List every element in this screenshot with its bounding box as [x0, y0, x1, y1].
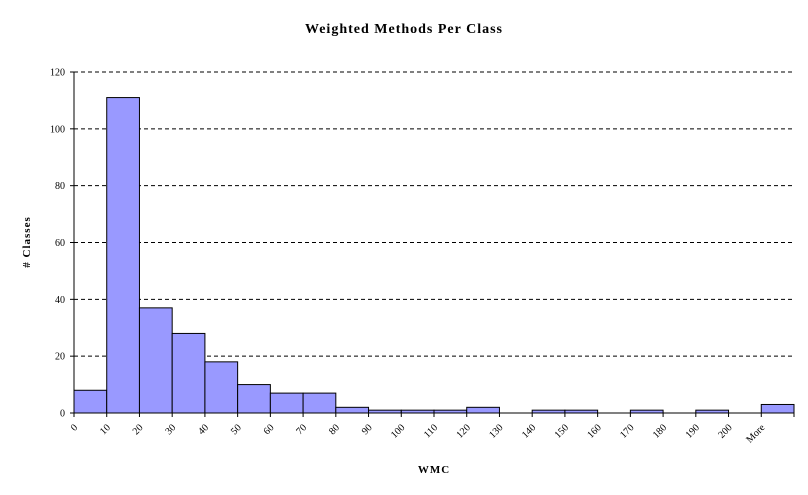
bar — [171, 332, 206, 414]
x-tick-label: 70 — [294, 422, 309, 437]
x-tick-label: 20 — [131, 422, 146, 437]
x-tick-label: 200 — [716, 422, 734, 440]
y-tick-labels: 0 20 40 60 80 100 120 — [50, 68, 65, 420]
x-tick-label: 120 — [454, 422, 472, 440]
x-tick-label: 130 — [487, 422, 505, 440]
x-tick-label: 160 — [585, 422, 603, 440]
x-tick-label: 100 — [389, 422, 407, 440]
x-axis-label: WMC — [418, 464, 450, 476]
x-tick-label: 80 — [327, 422, 342, 437]
x-tick-label: 150 — [553, 422, 571, 440]
x-tick-labels: 0 10 20 30 40 50 60 70 80 90 100 110 120 130 140 150 160… — [69, 413, 795, 445]
bar — [237, 384, 271, 414]
x-tick-label: 50 — [229, 422, 244, 437]
x-tick-label: 10 — [98, 422, 113, 437]
bar — [302, 392, 337, 414]
bar — [204, 361, 239, 414]
x-tick-label: 60 — [262, 422, 277, 437]
x-tick-label: 40 — [196, 422, 211, 437]
bar — [335, 406, 370, 414]
x-tick-label: 180 — [651, 422, 669, 440]
y-tick-label: 40 — [55, 295, 65, 306]
x-tick-label: 0 — [69, 422, 80, 433]
y-tick-label: 80 — [55, 181, 65, 192]
y-tick-label: 100 — [50, 124, 65, 135]
chart-title: Weighted Methods Per Class — [305, 22, 503, 37]
x-tick-label: 30 — [163, 422, 178, 437]
x-tick-label: 170 — [618, 422, 636, 440]
bar — [466, 406, 500, 414]
x-tick-label: 190 — [684, 422, 702, 440]
x-tick-label: 90 — [360, 422, 375, 437]
bar — [269, 392, 304, 414]
x-tick-label: More — [744, 422, 767, 445]
y-tick-label: 20 — [55, 352, 65, 363]
x-tick-label: 110 — [422, 422, 440, 440]
bars — [73, 97, 795, 414]
y-tick-label: 120 — [50, 68, 65, 79]
y-tick-label: 0 — [60, 409, 65, 420]
x-tick-label: 140 — [520, 422, 538, 440]
bar — [138, 307, 173, 414]
y-axis-label: # Classes — [21, 216, 33, 267]
bar — [760, 403, 795, 414]
bar — [73, 389, 108, 414]
y-tick-label: 60 — [55, 238, 65, 249]
bar — [106, 97, 140, 414]
